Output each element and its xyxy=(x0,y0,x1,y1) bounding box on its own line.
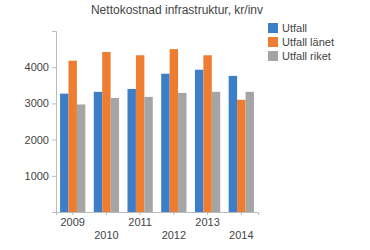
y-tick-mark xyxy=(52,67,56,68)
legend-item: Utfall xyxy=(268,22,307,34)
y-axis-line xyxy=(52,32,57,213)
y-tick-mark xyxy=(52,103,56,104)
bar xyxy=(94,92,102,212)
x-tick: 2011 xyxy=(128,212,152,228)
y-axis: 1000 2000 3000 4000 xyxy=(25,32,57,213)
legend-label: Utfall riket xyxy=(282,50,331,62)
y-tick: 2000 xyxy=(25,134,56,146)
x-tick: 2012 xyxy=(162,212,186,241)
x-tick-label: 2009 xyxy=(60,216,84,228)
legend-item: Utfall länet xyxy=(268,36,334,48)
legend-swatch xyxy=(268,23,278,33)
legend-swatch xyxy=(268,37,278,47)
x-tick-mark xyxy=(106,212,107,215)
title: Nettokostnad infrastruktur, kr/inv xyxy=(91,3,263,17)
y-tick-label: 4000 xyxy=(25,61,49,73)
bar xyxy=(161,74,169,212)
x-tick-label: 2011 xyxy=(128,216,152,228)
x-tick: 2013 xyxy=(195,212,219,228)
y-tick: 1000 xyxy=(25,170,56,182)
x-tick-mark xyxy=(72,212,73,215)
y-tick: 4000 xyxy=(25,61,56,73)
bar xyxy=(102,52,110,212)
bar xyxy=(212,92,220,212)
x-tick-label: 2012 xyxy=(162,229,186,241)
legend-swatch xyxy=(268,51,278,61)
bar xyxy=(246,92,254,212)
x-axis-line xyxy=(57,213,259,216)
bar xyxy=(60,94,68,212)
bars xyxy=(60,49,254,212)
x-tick: 2009 xyxy=(60,212,84,228)
bar xyxy=(68,61,76,212)
bar xyxy=(170,49,178,212)
y-tick: 3000 xyxy=(25,97,56,109)
bar xyxy=(195,70,203,212)
x-tick: 2010 xyxy=(94,212,118,241)
bar xyxy=(127,89,135,212)
y-tick-label: 1000 xyxy=(25,170,49,182)
bar xyxy=(229,76,237,212)
bar xyxy=(111,98,119,212)
x-tick-mark xyxy=(173,212,174,215)
chart: Nettokostnad infrastruktur, kr/inv 1000 20… xyxy=(0,0,370,250)
bar xyxy=(178,93,186,212)
x-tick-mark xyxy=(207,212,208,215)
legend-label: Utfall länet xyxy=(282,36,334,48)
bar xyxy=(203,55,211,212)
bar xyxy=(136,55,144,212)
bar xyxy=(144,97,152,212)
legend-label: Utfall xyxy=(282,22,307,34)
y-tick-mark xyxy=(52,176,56,177)
legend-item: Utfall riket xyxy=(268,50,331,62)
x-tick-label: 2013 xyxy=(195,216,219,228)
bar xyxy=(77,104,85,212)
x-tick-label: 2010 xyxy=(94,229,118,241)
bar xyxy=(237,100,245,212)
plot: 1000 2000 3000 4000 2009 2010 2011 2012 2013 2014 xyxy=(25,32,259,241)
x-tick-mark xyxy=(241,212,242,215)
y-tick-mark xyxy=(52,140,56,141)
x-tick: 2014 xyxy=(229,212,253,241)
x-tick-label: 2014 xyxy=(229,229,253,241)
x-tick-mark xyxy=(140,212,141,215)
y-tick-label: 3000 xyxy=(25,97,49,109)
legend: Utfall Utfall länet Utfall riket xyxy=(268,22,334,62)
x-axis: 2009 2010 2011 2012 2013 2014 xyxy=(57,212,259,241)
y-tick-label: 2000 xyxy=(25,134,49,146)
